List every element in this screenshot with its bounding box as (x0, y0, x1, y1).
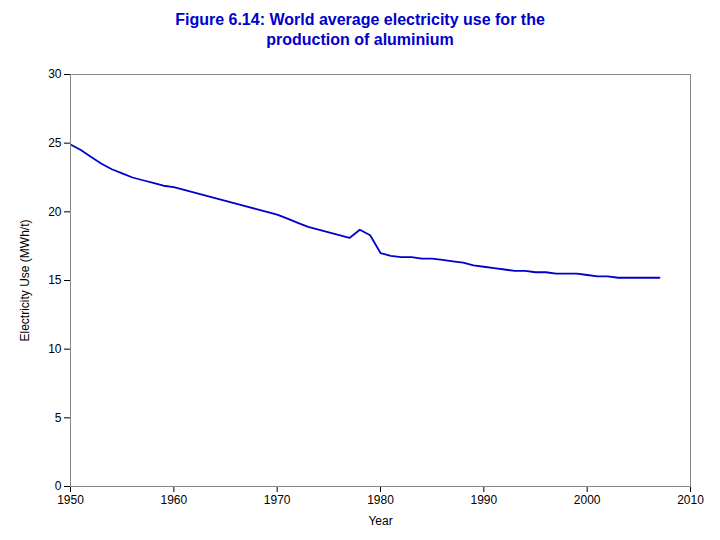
svg-text:15: 15 (48, 273, 62, 287)
svg-text:2000: 2000 (574, 493, 601, 507)
svg-text:2010: 2010 (677, 493, 704, 507)
svg-text:Electricity Use (MWh/t): Electricity Use (MWh/t) (18, 219, 32, 341)
svg-text:30: 30 (48, 67, 62, 81)
svg-text:5: 5 (55, 411, 62, 425)
svg-text:25: 25 (48, 136, 62, 150)
svg-text:Year: Year (368, 514, 392, 528)
svg-text:1980: 1980 (367, 493, 394, 507)
svg-text:1960: 1960 (160, 493, 187, 507)
svg-text:1990: 1990 (470, 493, 497, 507)
svg-text:20: 20 (48, 205, 62, 219)
svg-text:10: 10 (48, 342, 62, 356)
html-text:Figure 6.14: World average ele: Figure 6.14: World average electricity u… (175, 11, 545, 48)
svg-text:0: 0 (55, 479, 62, 493)
svg-text:1950: 1950 (57, 493, 84, 507)
svg-text:1970: 1970 (264, 493, 291, 507)
